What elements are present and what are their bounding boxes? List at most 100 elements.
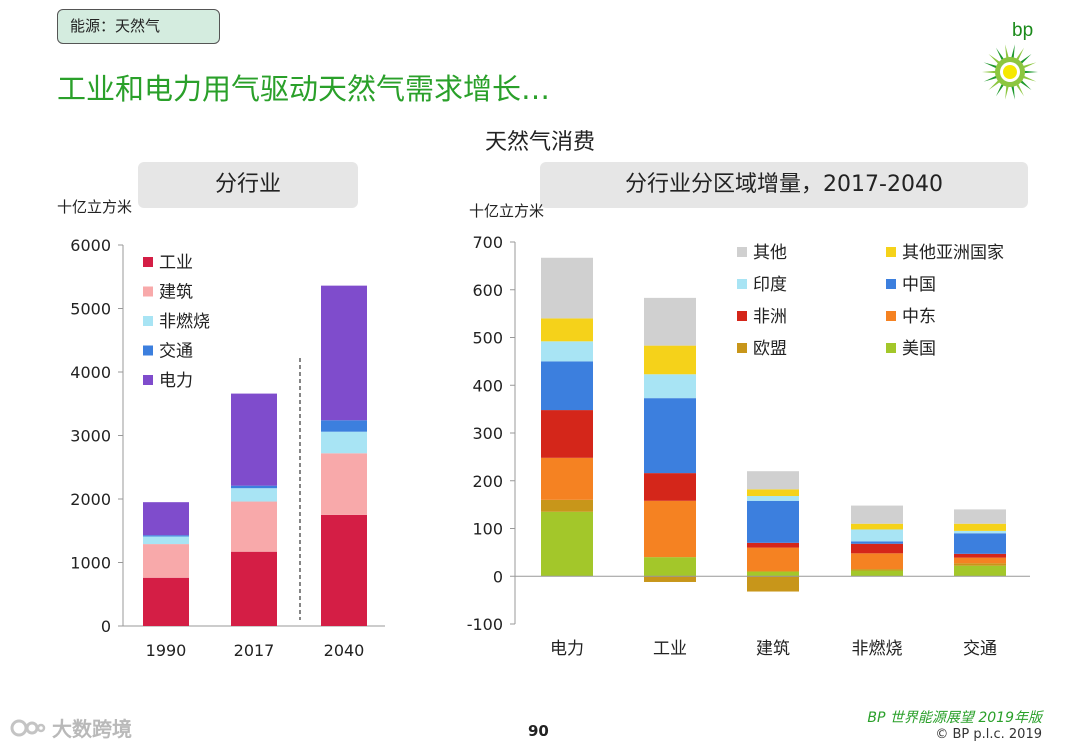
logo-petal: [1005, 83, 1010, 100]
y-tick-label-left: 2000: [70, 490, 111, 509]
legend-swatch-right: [886, 247, 896, 257]
bar-segment-非燃烧: [143, 536, 189, 545]
topic-tag: 能源：天然气: [57, 9, 220, 44]
legend-swatch-right: [737, 279, 747, 289]
bar-segment-印度: [747, 496, 799, 501]
legend-swatch-left: [143, 286, 153, 297]
logo-petal: [1020, 62, 1037, 70]
y-tick-label-right: 100: [472, 520, 503, 539]
bar-segment-非洲: [851, 543, 903, 554]
bar-segment-非洲: [541, 410, 593, 458]
legend-label-right: 非洲: [753, 307, 787, 327]
y-tick-label-left: 6000: [70, 236, 111, 255]
bar-segment-美国: [644, 557, 696, 577]
bar-segment-印度: [954, 530, 1006, 534]
bar-segment-中东: [954, 557, 1006, 564]
bar-segment-其他亚洲国家: [644, 345, 696, 375]
bar-segment-电力: [231, 393, 277, 486]
bar-segment-非洲: [644, 473, 696, 501]
x-tick-label-right: 交通: [963, 639, 997, 659]
logo-petal: [1010, 83, 1015, 100]
bar-segment-欧盟: [541, 499, 593, 512]
legend-label-right: 中东: [902, 307, 936, 327]
bar-segment-中国: [644, 398, 696, 474]
bar-segment-其他亚洲国家: [954, 523, 1006, 531]
legend-swatch-left: [143, 316, 153, 326]
bp-helios-logo: [982, 44, 1038, 100]
page-number: 90: [528, 722, 549, 740]
bar-segment-其他亚洲国家: [747, 489, 799, 497]
bar-segment-非燃烧: [231, 488, 277, 502]
bp-logo-text: bp: [1012, 20, 1034, 41]
bar-segment-工业: [143, 577, 189, 626]
logo-petal: [1021, 70, 1038, 74]
bar-segment-建筑: [143, 544, 189, 578]
bar-segment-欧盟: [644, 576, 696, 582]
legend-swatch-right: [737, 311, 747, 321]
y-tick-label-right: 200: [472, 472, 503, 491]
x-tick-label-right: 电力: [550, 639, 584, 659]
bar-segment-电力: [143, 502, 189, 536]
watermark-icon: [10, 719, 46, 737]
legend-label-right: 其他亚洲国家: [902, 243, 1004, 263]
logo-petal: [1014, 81, 1024, 97]
y-tick-label-right: 300: [472, 424, 503, 443]
bar-segment-中国: [747, 500, 799, 543]
right-chart-unit: 十亿立方米: [469, 202, 545, 220]
bar-segment-美国: [541, 511, 593, 577]
bar-segment-其他: [747, 471, 799, 490]
chart-main-subtitle: 天然气消费: [484, 130, 595, 155]
left-chart-unit: 十亿立方米: [57, 198, 133, 216]
legend-swatch-right: [886, 311, 896, 321]
bar-segment-电力: [321, 285, 367, 421]
bar-segment-印度: [541, 341, 593, 362]
y-tick-label-right: 500: [472, 329, 503, 348]
logo-petal: [982, 70, 999, 74]
x-tick-label-left: 2040: [324, 641, 365, 660]
legend-swatch-left: [143, 257, 153, 267]
right-chart-title: 分行业分区域增量，2017-2040: [540, 162, 1028, 208]
bar-segment-非洲: [954, 553, 1006, 558]
bar-segment-美国: [954, 565, 1006, 577]
bar-segment-中东: [644, 500, 696, 558]
logo-petal: [1010, 44, 1015, 61]
bar-segment-建筑: [321, 453, 367, 515]
bar-segment-美国: [851, 570, 903, 577]
slide-title: 工业和电力用气驱动天然气需求增长…: [57, 72, 551, 106]
logo-petal: [983, 62, 1000, 70]
bar-segment-中东: [541, 457, 593, 500]
y-tick-label-right: 600: [472, 281, 503, 300]
legend-swatch-right: [737, 247, 747, 257]
logo-petal: [996, 81, 1006, 97]
legend-label-left: 交通: [159, 342, 193, 362]
bar-segment-美国: [747, 571, 799, 577]
bar-segment-非洲: [747, 542, 799, 548]
x-tick-label-right: 工业: [653, 639, 687, 659]
x-tick-label-right: 非燃烧: [852, 639, 903, 659]
x-tick-label-left: 1990: [146, 641, 187, 660]
bar-segment-工业: [321, 514, 367, 626]
legend-label-right: 其他: [753, 243, 787, 263]
legend-label-right: 印度: [753, 275, 787, 295]
copyright: © BP p.l.c. 2019: [935, 727, 1042, 742]
legend-swatch-left: [143, 375, 153, 385]
x-tick-label-left: 2017: [234, 641, 275, 660]
bar-segment-交通: [321, 420, 367, 432]
logo-petal: [996, 47, 1006, 63]
logo-petal: [1020, 74, 1037, 82]
bar-segment-其他亚洲国家: [541, 318, 593, 342]
watermark: 大数跨境: [10, 713, 132, 742]
legend-label-left: 工业: [159, 253, 193, 273]
bar-segment-非燃烧: [321, 431, 367, 454]
x-tick-label-right: 建筑: [756, 639, 790, 659]
y-tick-label-left: 1000: [70, 554, 111, 573]
bar-segment-其他亚洲国家: [851, 523, 903, 530]
bar-segment-中国: [541, 361, 593, 411]
y-tick-label-right: -100: [467, 615, 503, 634]
watermark-text: 大数跨境: [52, 717, 132, 741]
bar-segment-印度: [644, 374, 696, 399]
legend-swatch-left: [143, 345, 153, 356]
bar-segment-中国: [851, 541, 903, 544]
